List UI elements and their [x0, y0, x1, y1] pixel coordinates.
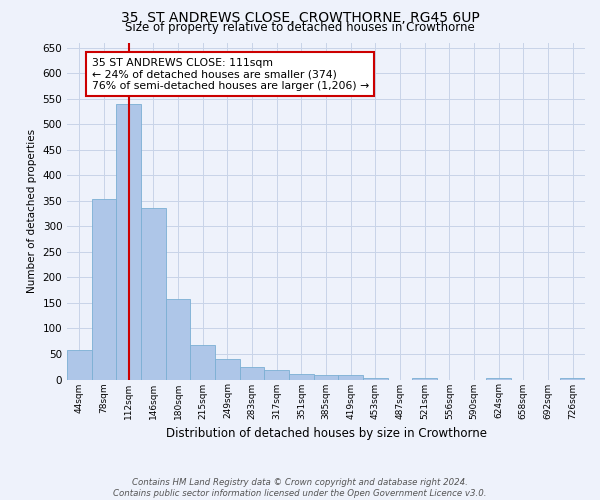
- Bar: [289, 374, 314, 380]
- Text: Contains HM Land Registry data © Crown copyright and database right 2024.
Contai: Contains HM Land Registry data © Crown c…: [113, 478, 487, 498]
- Bar: [190, 345, 215, 380]
- Y-axis label: Number of detached properties: Number of detached properties: [27, 129, 37, 293]
- Bar: [166, 300, 190, 380]
- Bar: [412, 378, 437, 380]
- X-axis label: Distribution of detached houses by size in Crowthorne: Distribution of detached houses by size …: [166, 427, 487, 440]
- Bar: [265, 370, 289, 380]
- Bar: [215, 358, 240, 380]
- Bar: [67, 350, 92, 380]
- Bar: [363, 378, 388, 380]
- Text: Size of property relative to detached houses in Crowthorne: Size of property relative to detached ho…: [125, 22, 475, 35]
- Bar: [560, 378, 585, 380]
- Bar: [240, 366, 265, 380]
- Bar: [92, 200, 116, 380]
- Text: 35 ST ANDREWS CLOSE: 111sqm
← 24% of detached houses are smaller (374)
76% of se: 35 ST ANDREWS CLOSE: 111sqm ← 24% of det…: [92, 58, 369, 91]
- Text: 35, ST ANDREWS CLOSE, CROWTHORNE, RG45 6UP: 35, ST ANDREWS CLOSE, CROWTHORNE, RG45 6…: [121, 11, 479, 25]
- Bar: [338, 376, 363, 380]
- Bar: [314, 376, 338, 380]
- Bar: [487, 378, 511, 380]
- Bar: [116, 104, 141, 380]
- Bar: [141, 208, 166, 380]
